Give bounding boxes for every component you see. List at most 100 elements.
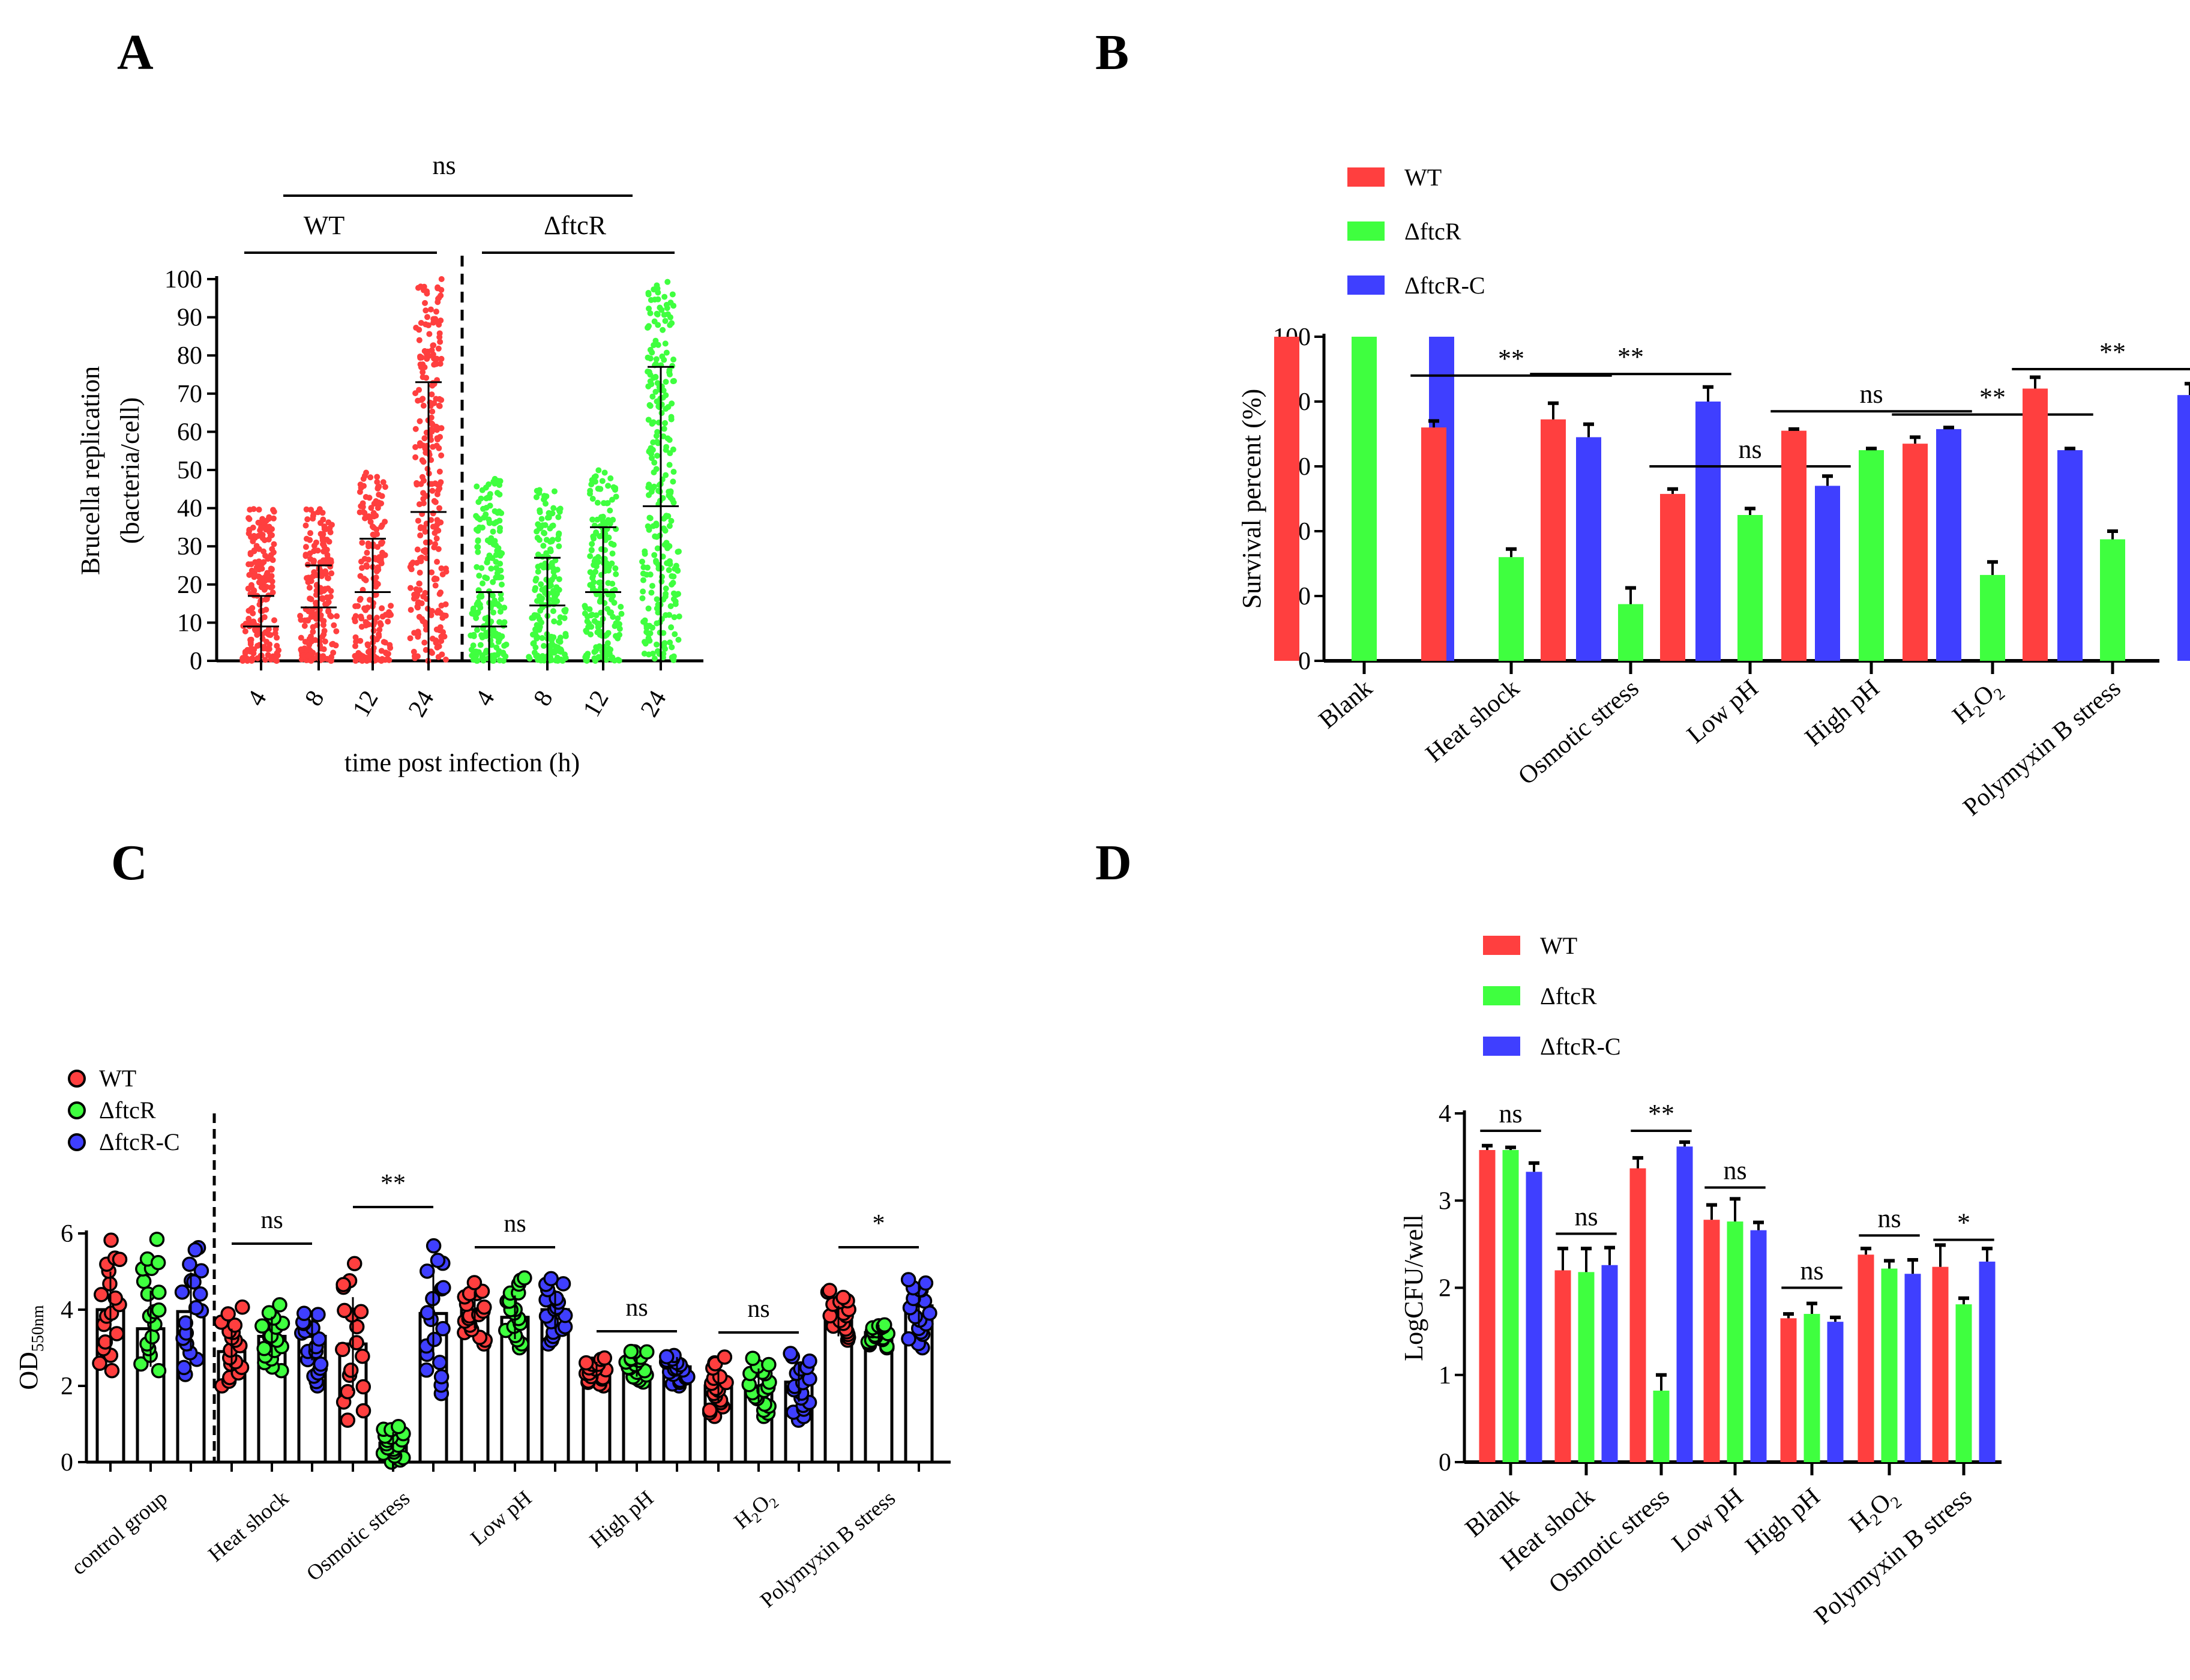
- data-point: [540, 643, 547, 649]
- data-point: [496, 491, 503, 498]
- bar: [1479, 1150, 1496, 1462]
- data-point: [361, 576, 367, 582]
- y-axis-label-subscript: 550nm: [29, 1305, 47, 1352]
- y-tick-label: 40: [177, 495, 202, 523]
- data-point: [662, 528, 669, 534]
- data-point: [422, 589, 429, 596]
- data-point: [661, 426, 667, 432]
- data-point: [561, 615, 568, 621]
- data-point: [651, 459, 658, 466]
- data-point: [433, 626, 440, 633]
- data-point: [835, 1289, 851, 1305]
- data-point: [302, 544, 309, 550]
- bar: [1859, 450, 1884, 661]
- data-point: [645, 369, 651, 375]
- data-point: [476, 594, 483, 600]
- bar: [1703, 1220, 1720, 1462]
- data-point: [305, 652, 311, 659]
- ftcr-label: ΔftcR: [544, 211, 607, 240]
- data-point: [612, 486, 618, 493]
- data-point: [325, 599, 331, 606]
- x-tick-label: 24: [403, 686, 440, 721]
- data-point: [109, 1326, 125, 1341]
- data-point: [418, 364, 424, 370]
- data-point: [412, 426, 419, 432]
- data-point: [274, 652, 281, 658]
- data-point: [436, 402, 442, 409]
- data-point: [430, 319, 437, 326]
- data-point: [551, 618, 558, 625]
- data-point: [321, 523, 328, 529]
- data-point: [364, 641, 371, 648]
- x-tick-label: control group: [67, 1486, 172, 1579]
- data-point: [595, 467, 602, 474]
- data-point: [432, 360, 439, 367]
- data-point: [248, 567, 255, 574]
- data-point: [559, 657, 566, 664]
- data-point: [517, 1270, 532, 1286]
- data-point: [274, 643, 280, 649]
- data-point: [266, 631, 272, 638]
- data-point: [670, 378, 677, 384]
- data-point: [307, 633, 314, 640]
- data-point: [615, 615, 621, 622]
- data-point: [187, 1242, 203, 1258]
- data-point: [669, 320, 675, 327]
- data-point: [425, 322, 432, 328]
- data-point: [298, 634, 304, 641]
- data-point: [666, 369, 673, 376]
- bar: [1578, 1272, 1595, 1462]
- data-point: [597, 486, 604, 492]
- data-point: [331, 622, 337, 628]
- data-point: [663, 472, 669, 478]
- data-point: [302, 522, 309, 529]
- data-point: [533, 576, 540, 582]
- data-point: [420, 500, 427, 507]
- data-point: [271, 541, 277, 547]
- data-point: [669, 291, 676, 298]
- data-point: [652, 388, 659, 395]
- data-point: [433, 355, 440, 362]
- data-point: [466, 1275, 483, 1290]
- data-point: [363, 469, 370, 476]
- data-point: [269, 589, 276, 596]
- data-point: [470, 642, 477, 649]
- bar: [1676, 1146, 1693, 1462]
- data-point: [246, 516, 253, 522]
- data-point: [436, 1280, 451, 1296]
- data-point: [487, 491, 493, 498]
- data-point: [477, 1299, 492, 1315]
- legend-swatch: [1483, 936, 1520, 955]
- data-point: [669, 573, 675, 579]
- data-point: [498, 581, 505, 588]
- data-point: [670, 446, 676, 453]
- data-point: [438, 355, 445, 362]
- data-point: [666, 523, 673, 529]
- data-point: [672, 601, 679, 607]
- x-tick-label: 8: [528, 686, 558, 711]
- data-point: [658, 307, 665, 313]
- data-point: [412, 454, 419, 460]
- data-point: [328, 613, 334, 619]
- data-point: [358, 613, 364, 620]
- data-point: [596, 643, 603, 649]
- data-point: [302, 617, 308, 624]
- data-point: [415, 517, 421, 524]
- data-point: [435, 345, 442, 352]
- y-axis-label: LogCFU/well: [1399, 1214, 1428, 1361]
- data-point: [421, 435, 428, 442]
- data-point: [667, 603, 674, 609]
- data-point: [436, 591, 443, 597]
- data-point: [475, 538, 481, 544]
- x-tick-label: H2O2: [729, 1486, 782, 1536]
- y-axis-label-line1: Brucella replication: [76, 366, 105, 575]
- data-point: [484, 559, 490, 565]
- data-point: [587, 490, 594, 497]
- data-point: [379, 493, 385, 499]
- data-point: [364, 604, 371, 611]
- data-point: [246, 527, 253, 534]
- data-point: [555, 514, 562, 520]
- data-point: [546, 514, 552, 521]
- data-point: [595, 621, 601, 627]
- data-point: [654, 641, 660, 648]
